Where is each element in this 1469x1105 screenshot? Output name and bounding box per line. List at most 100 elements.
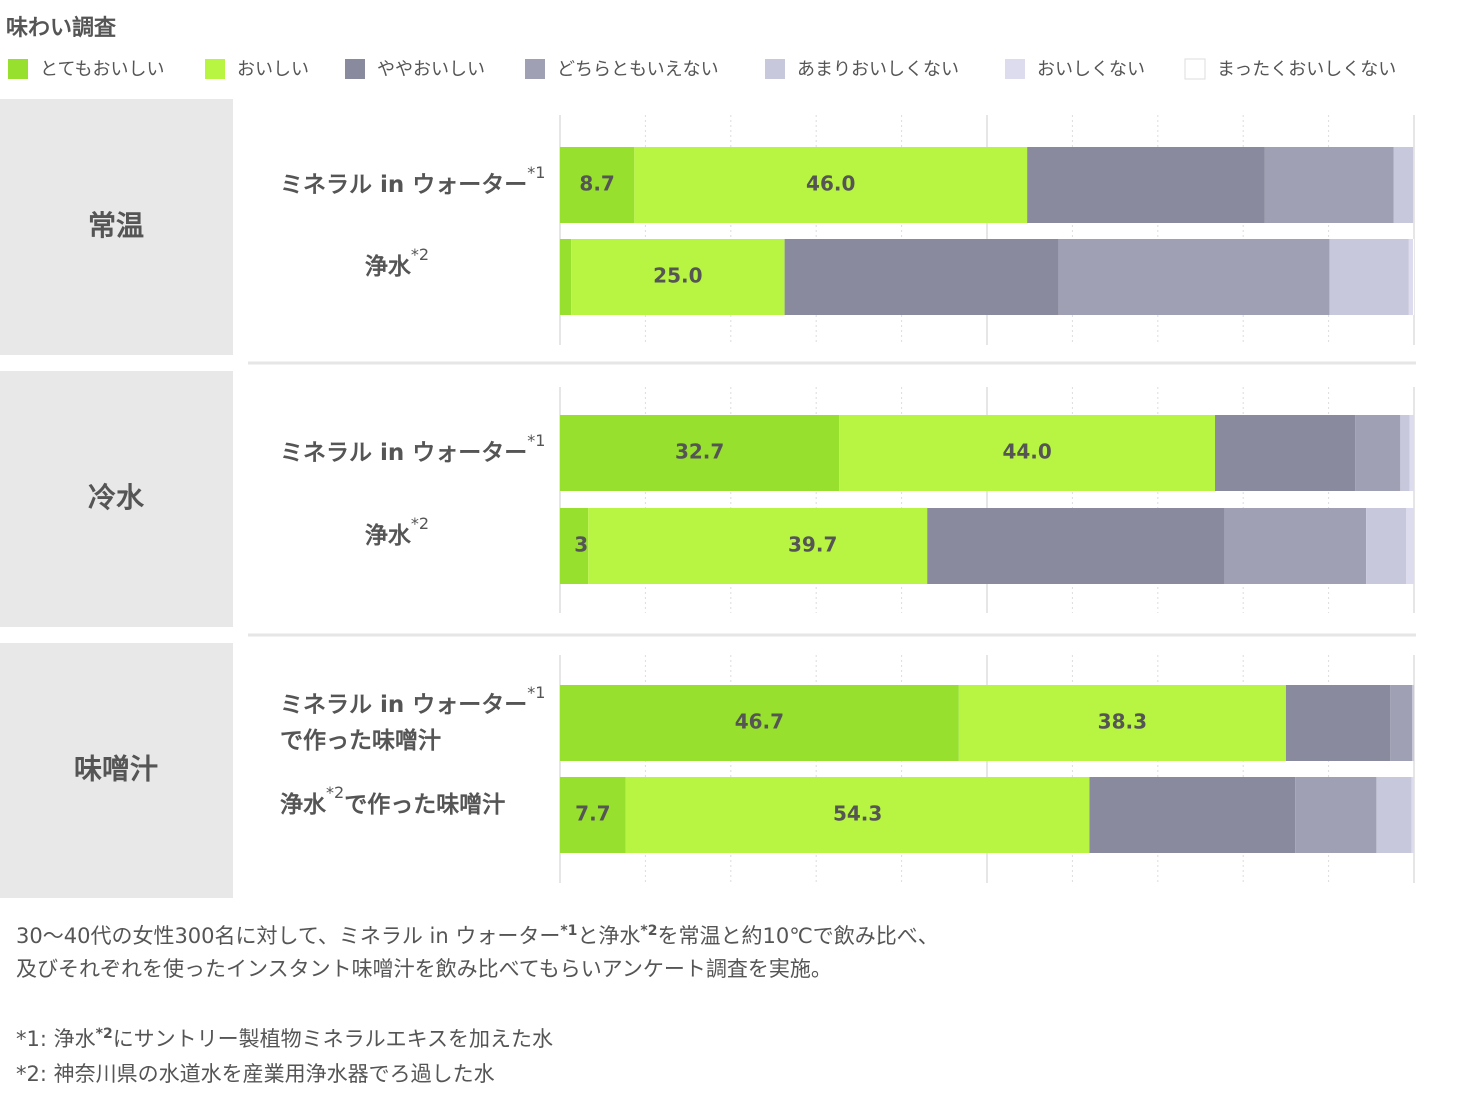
bar-segment bbox=[1329, 239, 1409, 315]
bar-segment bbox=[958, 685, 1286, 761]
bar-segment bbox=[560, 777, 626, 853]
bar-label-part: *1 bbox=[527, 163, 545, 182]
footnote: 30〜40代の女性300名に対して、ミネラル in ウォーター*1と浄水*2を常… bbox=[16, 923, 939, 948]
footnote-part: *2 bbox=[96, 1026, 113, 1042]
footnote-part: にサントリー製植物ミネラルエキスを加えた水 bbox=[113, 1027, 553, 1051]
legend-label: おいしくない bbox=[1037, 59, 1145, 80]
legend-swatch bbox=[8, 59, 28, 79]
bar-label-part: ミネラル in ウォーター bbox=[280, 440, 527, 466]
bar-label-part: 浄水 bbox=[280, 791, 327, 818]
footnote-part: と浄水 bbox=[577, 924, 640, 948]
value-label: 46.0 bbox=[806, 172, 855, 196]
bar-label-part: ミネラル in ウォーター bbox=[280, 692, 527, 718]
footnote-part: を常温と約10℃で飲み比べ、 bbox=[657, 924, 938, 948]
bar-segment bbox=[784, 239, 1059, 315]
bar-segment bbox=[560, 239, 572, 315]
group-panel bbox=[0, 99, 233, 355]
footnote: *2: 神奈川県の水道水を産業用浄水器でろ過した水 bbox=[16, 1062, 495, 1086]
group-label: 冷水 bbox=[88, 481, 145, 514]
bar-segment bbox=[1411, 777, 1414, 853]
value-label: 54.3 bbox=[833, 802, 882, 826]
bar-segment bbox=[571, 239, 785, 315]
value-label: 46.7 bbox=[735, 710, 784, 734]
bar-segment bbox=[1409, 415, 1414, 491]
group-panel bbox=[0, 371, 233, 627]
legend-swatch bbox=[765, 59, 785, 79]
bar-segment bbox=[1215, 415, 1356, 491]
bar-segment bbox=[1390, 685, 1413, 761]
bar-label-part: ミネラル in ウォーター bbox=[280, 172, 527, 198]
bar-label-part: で作った味噌汁 bbox=[344, 791, 505, 818]
bar-segment bbox=[927, 508, 1225, 584]
bar-segment bbox=[1027, 147, 1265, 223]
bar-label-part: 浄水 bbox=[365, 253, 412, 280]
legend-swatch bbox=[1184, 58, 1206, 80]
bar-segment bbox=[560, 685, 959, 761]
bar-label: ミネラル in ウォーター*1 bbox=[280, 683, 545, 718]
bar-label-part: *1 bbox=[527, 431, 545, 450]
bar-segment bbox=[1355, 415, 1401, 491]
bar-label-part: で作った味噌汁 bbox=[280, 727, 441, 754]
footnote-part: *2: 神奈川県の水道水を産業用浄水器でろ過した水 bbox=[16, 1062, 495, 1086]
value-label: 8.7 bbox=[579, 172, 614, 196]
bar-label: 浄水*2 bbox=[365, 514, 429, 549]
bar-segment bbox=[1376, 777, 1412, 853]
bar-segment bbox=[560, 415, 840, 491]
bar-segment bbox=[1406, 508, 1414, 584]
bar-segment bbox=[1264, 147, 1394, 223]
value-label: 32.7 bbox=[675, 440, 724, 464]
bar-label: 浄水*2で作った味噌汁 bbox=[280, 783, 505, 818]
bar-segment bbox=[1408, 239, 1414, 315]
bar-segment bbox=[1366, 508, 1407, 584]
bar-segment bbox=[625, 777, 1090, 853]
bar-label-part: *2 bbox=[411, 245, 429, 264]
bar-segment bbox=[1295, 777, 1377, 853]
bar-segment bbox=[634, 147, 1028, 223]
chart-title: 味わい調査 bbox=[6, 15, 117, 41]
legend-swatch bbox=[345, 59, 365, 79]
legend-label: どちらともいえない bbox=[557, 59, 719, 80]
legend-swatch bbox=[1005, 59, 1025, 79]
footnote: 及びそれぞれを使ったインスタント味噌汁を飲み比べてもらいアンケート調査を実施。 bbox=[16, 957, 832, 981]
bar-segment bbox=[1285, 685, 1391, 761]
value-label: 7.7 bbox=[575, 802, 610, 826]
bar-label-part: 浄水 bbox=[365, 522, 412, 549]
footnote-part: *1 bbox=[560, 923, 577, 939]
bar-segment bbox=[1400, 415, 1410, 491]
bar-label-part: *1 bbox=[527, 683, 545, 702]
bar-segment bbox=[1393, 147, 1414, 223]
footnote-part: *2 bbox=[640, 923, 657, 939]
footnote-part: 30〜40代の女性300名に対して、ミネラル in ウォーター bbox=[16, 924, 560, 948]
bar-label: で作った味噌汁 bbox=[280, 727, 441, 754]
bar-segment bbox=[1224, 508, 1367, 584]
legend-label: とてもおいしい bbox=[40, 59, 165, 80]
legend-label: おいしい bbox=[237, 59, 309, 80]
bar-segment bbox=[560, 508, 589, 584]
footnote-part: 及びそれぞれを使ったインスタント味噌汁を飲み比べてもらいアンケート調査を実施。 bbox=[16, 957, 832, 981]
bar-label: ミネラル in ウォーター*1 bbox=[280, 431, 545, 466]
value-label: 25.0 bbox=[653, 264, 702, 288]
group-label: 味噌汁 bbox=[74, 753, 158, 786]
legend-swatch bbox=[205, 59, 225, 79]
legend-label: ややおいしい bbox=[377, 59, 485, 80]
group-label: 常温 bbox=[88, 209, 144, 242]
value-label: 39.7 bbox=[788, 533, 837, 557]
value-label: 44.0 bbox=[1002, 440, 1051, 464]
bar-segment bbox=[588, 508, 928, 584]
bar-segment bbox=[1413, 147, 1414, 223]
bar-label: 浄水*2 bbox=[365, 245, 429, 280]
footnote: *1: 浄水*2にサントリー製植物ミネラルエキスを加えた水 bbox=[16, 1026, 553, 1051]
legend-label: あまりおいしくない bbox=[797, 59, 959, 80]
legend-label: まったくおいしくない bbox=[1217, 59, 1396, 80]
bar-segment bbox=[1412, 685, 1414, 761]
bar-segment bbox=[1058, 239, 1330, 315]
bar-segment bbox=[1413, 239, 1414, 315]
bar-segment bbox=[839, 415, 1216, 491]
bar-label-part: *2 bbox=[411, 514, 429, 533]
group-panel bbox=[0, 643, 233, 898]
bar-label: ミネラル in ウォーター*1 bbox=[280, 163, 545, 198]
value-label: 38.3 bbox=[1098, 710, 1147, 734]
footnote-part: *1: 浄水 bbox=[16, 1027, 96, 1051]
